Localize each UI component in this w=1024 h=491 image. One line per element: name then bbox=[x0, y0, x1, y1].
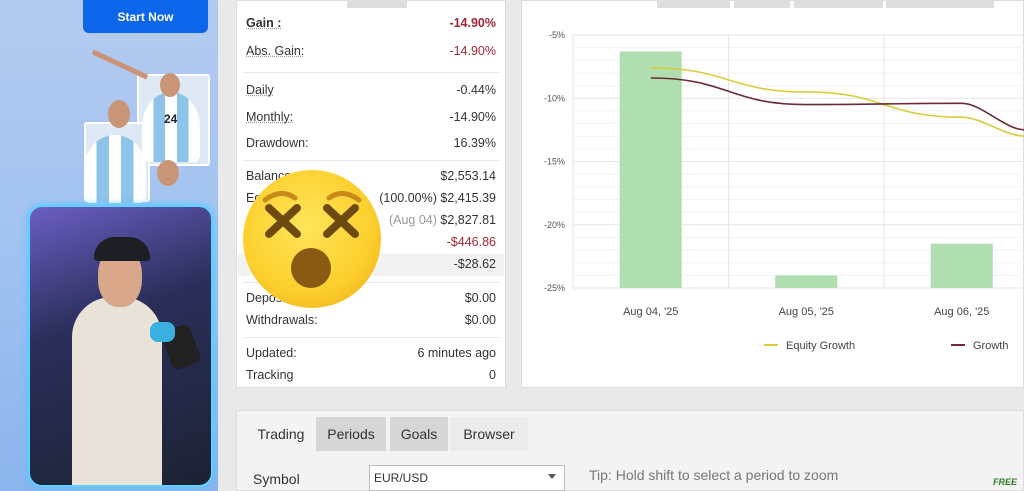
symbol-select[interactable]: EUR/USD bbox=[369, 465, 565, 491]
x-tick-label: Aug 05, '25 bbox=[779, 306, 834, 318]
symbol-label: Symbol bbox=[253, 471, 300, 487]
stat-profit: -$446.86 bbox=[446, 235, 496, 249]
stat-gain: Gain : -14.90% bbox=[246, 16, 496, 30]
start-now-button[interactable]: Start Now bbox=[83, 0, 208, 33]
y-tick-label: -10% bbox=[544, 93, 565, 103]
series-line-1 bbox=[650, 77, 1024, 131]
tab-periods[interactable]: Periods bbox=[316, 417, 386, 451]
bar bbox=[930, 243, 993, 288]
x-tick-label: Aug 06, '25 bbox=[934, 306, 989, 318]
stat-monthly: Monthly: -14.90% bbox=[246, 110, 496, 124]
tab-trading[interactable]: Trading bbox=[257, 426, 305, 442]
series-line-0 bbox=[650, 67, 1024, 137]
y-tick-label: -25% bbox=[544, 283, 565, 293]
legend-label: Equity Growth bbox=[786, 340, 855, 352]
stat-daily: Daily -0.44% bbox=[246, 83, 496, 97]
player-number: 24 bbox=[164, 112, 178, 126]
legend-label: Growth bbox=[973, 340, 1008, 352]
stat-interest: -$28.62 bbox=[453, 257, 496, 271]
y-tick-label: -15% bbox=[544, 157, 565, 167]
x-tick-label: Aug 04, '25 bbox=[623, 306, 678, 318]
stat-updated: Updated: 6 minutes ago bbox=[246, 346, 496, 360]
growth-chart: -5% -10% -15% -20% -25% Aug 04, '25 Aug 05, '2… bbox=[544, 30, 1024, 352]
stat-tracking: Tracking 0 bbox=[246, 368, 496, 382]
bar bbox=[619, 51, 682, 288]
webcam-overlay bbox=[28, 205, 213, 487]
bar bbox=[775, 275, 838, 288]
dizzy-face-emoji bbox=[243, 170, 381, 308]
free-badge: FREE bbox=[992, 477, 1017, 487]
tab-goals[interactable]: Goals bbox=[390, 417, 448, 451]
zoom-tip: Tip: Hold shift to select a period to zo… bbox=[589, 467, 839, 483]
growth-chart-panel: -5% -10% -15% -20% -25% Aug 04, '25 Aug 05, '2… bbox=[521, 0, 1024, 388]
tab-browser[interactable]: Browser bbox=[450, 417, 528, 451]
sidebar-ad: Start Now 24 bbox=[0, 0, 218, 491]
stat-abs-gain: Abs. Gain: -14.90% bbox=[246, 44, 496, 58]
stat-highest: (Aug 04) $2,827.81 bbox=[388, 213, 496, 227]
stat-withdrawals: Withdrawals: $0.00 bbox=[246, 313, 496, 327]
y-tick-label: -20% bbox=[544, 220, 565, 230]
bottom-tabs-panel: Trading Periods Goals Browser Symbol EUR… bbox=[236, 410, 1024, 491]
y-tick-label: -5% bbox=[549, 30, 565, 40]
stat-drawdown: Drawdown: 16.39% bbox=[246, 136, 496, 150]
dropdown-arrow-icon bbox=[548, 474, 556, 483]
